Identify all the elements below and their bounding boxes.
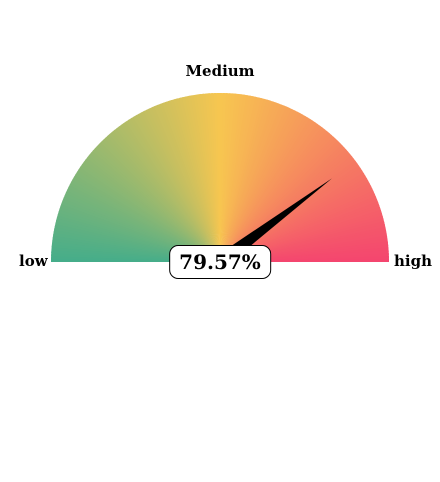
gauge-arc-segment: [173, 98, 220, 262]
gauge-arc-segment: [220, 138, 339, 262]
gauge-label-mid: Medium: [185, 62, 255, 80]
gauge-arc-segment: [202, 93, 220, 263]
gauge-arc-segment: [220, 130, 330, 262]
gauge-arc-segment: [220, 128, 328, 262]
gauge-arc-segment: [199, 93, 220, 262]
gauge-arc-segment: [130, 116, 220, 262]
gauge-arc-segment: [220, 127, 326, 262]
gauge-arc-segment: [98, 141, 220, 262]
gauge-arc-segment: [132, 114, 220, 263]
gauge-arc-segment: [181, 96, 220, 263]
gauge-arc-segment: [162, 101, 220, 262]
gauge-arc-segment: [143, 109, 220, 262]
gauge-arc-segment: [86, 154, 221, 262]
gauge-arc-segment: [196, 94, 220, 262]
gauge-arc-segment: [170, 99, 220, 263]
gauge-arc-segment: [167, 99, 220, 262]
gauge-arc-segment: [179, 96, 220, 262]
gauge-arc-segment: [109, 131, 220, 262]
gauge-arc-segment: [190, 94, 220, 262]
gauge-arc-segment: [220, 180, 371, 262]
gauge-arc-segment: [184, 95, 220, 262]
gauge-arc-segment: [106, 133, 220, 262]
gauge-arc-segment: [127, 117, 220, 263]
gauge-arc-segment: [220, 190, 376, 262]
gauge-arc-segment: [156, 103, 220, 263]
gauge-arc-segment: [113, 127, 220, 262]
gauge-arc-segment: [159, 102, 220, 262]
gauge-arc-segment: [220, 177, 369, 262]
gauge-arc-segment: [123, 120, 220, 263]
gauge-arc-segment: [85, 156, 220, 262]
gauge-arc-segment: [220, 187, 374, 262]
gauge-arc-segment: [153, 104, 220, 262]
gauge-arc-segment: [164, 100, 220, 262]
gauge-arc: [51, 93, 389, 263]
gauge-arc-segment: [205, 93, 220, 262]
gauge-arc-segment: [145, 108, 220, 263]
gauge-arc-segment: [151, 105, 220, 263]
gauge-arc-segment: [140, 110, 220, 262]
gauge-arc-segment: [220, 185, 373, 262]
gauge-arc-segment: [96, 143, 220, 262]
gauge-arc-segment: [94, 145, 220, 262]
gauge-arc-segment: [220, 142, 343, 262]
gauge-arc-segment: [104, 135, 220, 262]
gauge-arc-segment: [220, 182, 372, 262]
gauge-arc-segment: [211, 93, 220, 262]
gauge-arc-segment: [187, 95, 220, 262]
gauge-arc-segment: [208, 93, 220, 262]
gauge-arc-segment: [90, 149, 221, 262]
gauge-arc-segment: [102, 137, 220, 262]
gauge-arc-segment: [138, 111, 220, 262]
gauge-arc-segment: [88, 152, 221, 262]
gauge-arc-segment: [220, 140, 341, 262]
gauge-label-high: high: [394, 252, 432, 270]
gauge-arc-segment: [148, 106, 220, 262]
gauge-arc-segment: [111, 129, 220, 262]
gauge-arc-segment: [120, 122, 220, 262]
gauge-arc-segment: [92, 147, 220, 262]
gauge-arc-segment: [176, 97, 220, 262]
gauge-arc-segment: [220, 132, 333, 262]
gauge-arc-segment: [220, 193, 377, 262]
gauge-value-label: 79.57%: [169, 245, 271, 279]
gauge-arc-segment: [220, 134, 335, 262]
gauge-arc-segment: [220, 136, 337, 262]
gauge-arc-segment: [125, 119, 220, 262]
gauge-arc-segment: [193, 94, 220, 263]
gauge-label-low: low: [19, 252, 48, 270]
gauge-arc-segment: [118, 124, 220, 262]
gauge-arc-segment: [115, 125, 220, 262]
gauge-arc-segment: [135, 113, 220, 263]
gauge-arc-segment: [100, 139, 220, 262]
